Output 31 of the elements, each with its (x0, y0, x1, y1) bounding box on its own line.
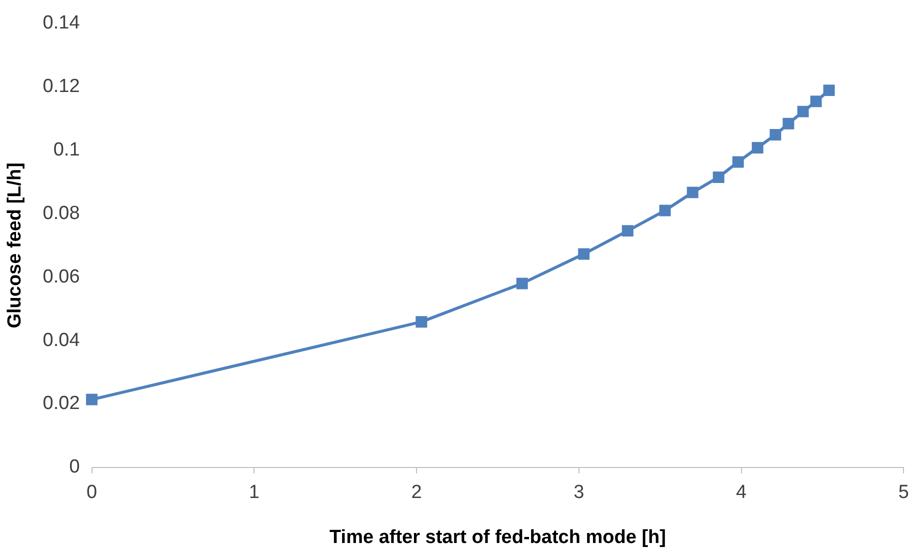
point (86, 394, 98, 406)
y-tick-label: 0.12 (42, 76, 80, 98)
y-tick-label: 0.02 (42, 393, 80, 414)
point (578, 248, 590, 260)
point (622, 225, 634, 237)
point (686, 186, 698, 198)
y-tick-label: 0.08 (42, 202, 80, 224)
y-tick-label: 0.1 (53, 139, 80, 160)
point (782, 118, 794, 130)
x-tick-label: 3 (574, 482, 584, 504)
x-tick-label: 0 (86, 482, 98, 504)
x-tick-label: 5 (898, 482, 910, 504)
y-tick-label: 0.04 (42, 330, 80, 351)
point (416, 316, 428, 328)
y-tick-label: 0.14 (42, 12, 80, 34)
point (752, 142, 764, 154)
point (823, 84, 835, 96)
x-tick-label: 2 (411, 482, 422, 504)
y-tick-label: 0 (69, 456, 80, 478)
x-tick-label: 4 (736, 482, 748, 504)
point (797, 106, 809, 118)
point (810, 96, 822, 108)
y-axis-title: Glucose feed [L/h] (4, 162, 26, 328)
point (770, 128, 782, 140)
y-tick-label: 0.06 (42, 266, 80, 288)
x-axis-title: Time after start of fed-batch mode [h] (330, 526, 666, 548)
point (516, 278, 528, 290)
x-tick-label: 1 (248, 482, 260, 504)
point (732, 156, 744, 168)
point (712, 171, 724, 183)
point (659, 204, 671, 216)
